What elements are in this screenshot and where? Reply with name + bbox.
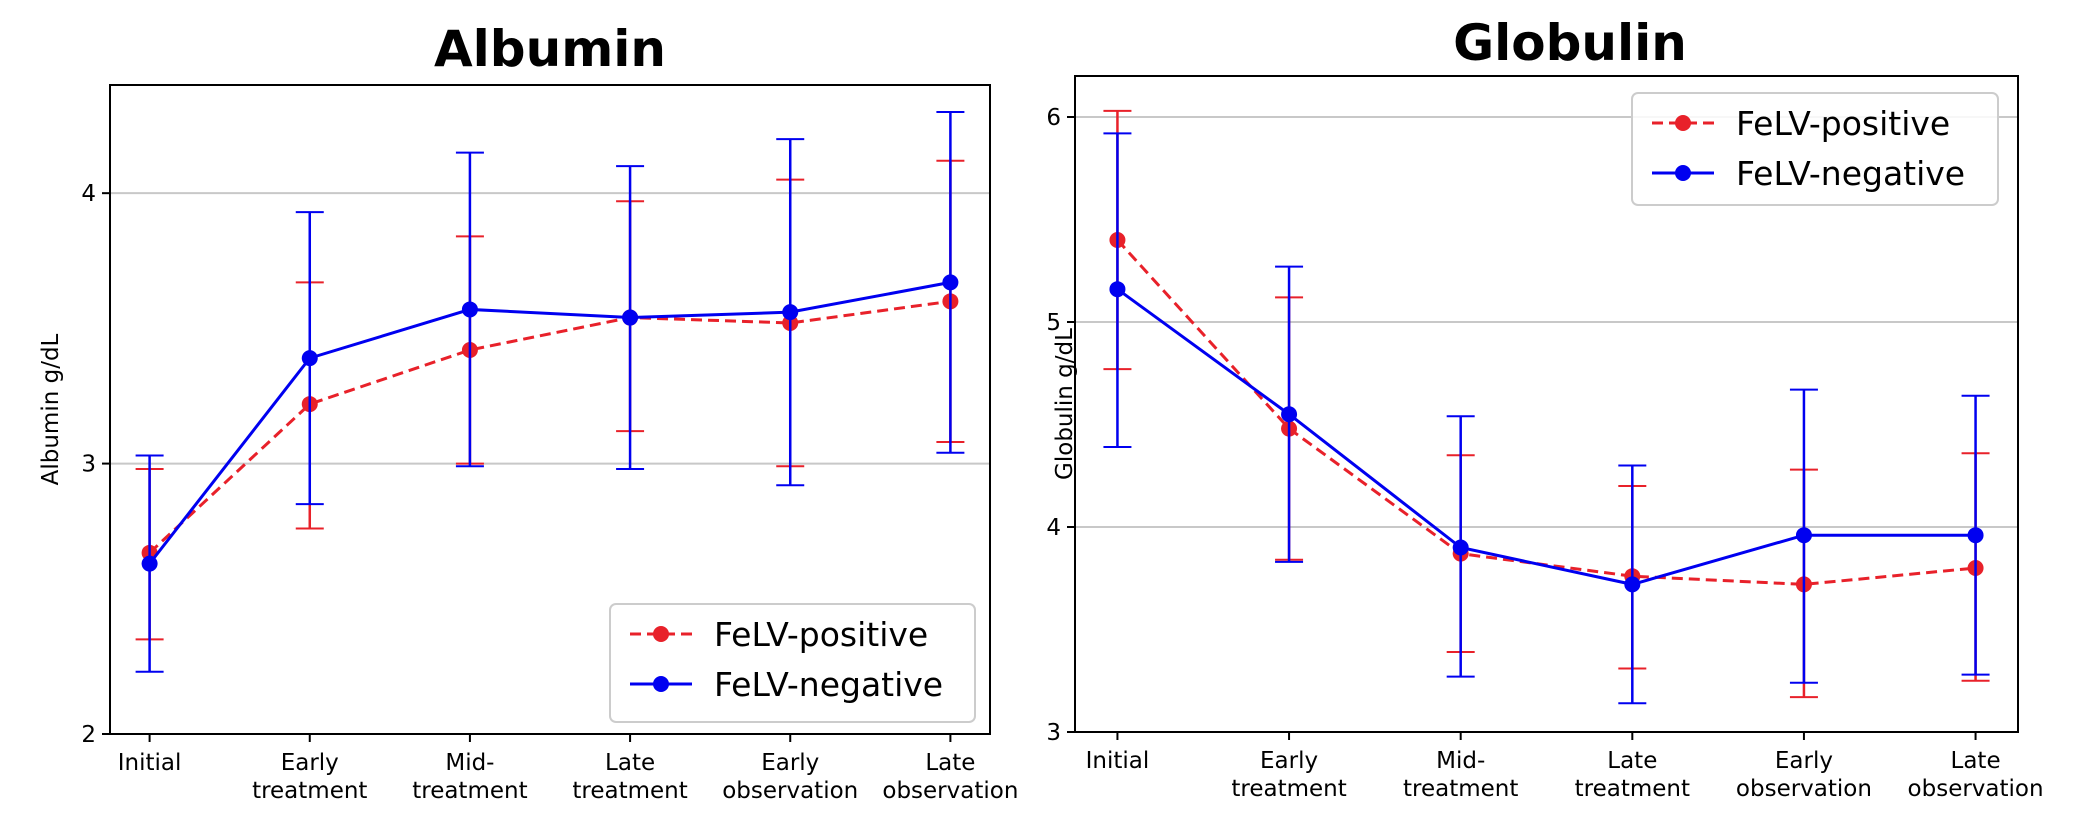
chart-title: Globulin <box>1453 14 1687 72</box>
data-point <box>1967 527 1984 544</box>
x-tick-label: Mid-treatment <box>412 750 527 804</box>
y-tick-label: 4 <box>1046 515 1061 541</box>
data-point <box>1624 576 1641 593</box>
y-tick-label: 3 <box>1046 720 1061 746</box>
data-point <box>461 301 478 318</box>
plot-frame <box>109 84 991 735</box>
legend-marker <box>1675 165 1691 181</box>
data-point <box>301 350 318 367</box>
data-point <box>1281 406 1298 423</box>
data-point <box>782 304 799 321</box>
y-tick-label: 4 <box>81 181 96 207</box>
x-tick-label: Late observation <box>882 750 1018 804</box>
series-felv-positive <box>135 159 965 641</box>
legend-label: FeLV-positive <box>1736 104 1950 143</box>
data-point <box>1795 527 1812 544</box>
data-point <box>942 274 959 291</box>
chart-globulin: Globulin Globulin g/dL 3 4 5 6 Initial Early tre… <box>1046 14 2043 802</box>
y-tick-label: 3 <box>81 452 96 478</box>
series-line <box>1116 287 1976 586</box>
y-tick-label: 6 <box>1046 105 1061 131</box>
legend-label: FeLV-negative <box>714 665 943 704</box>
legend: FeLV-positive FeLV-negative <box>1631 92 1999 206</box>
x-tick-label: Initial <box>118 750 182 776</box>
x-tick-label: Early observation <box>1736 748 1872 802</box>
plot-frame <box>1074 75 2019 733</box>
y-axis-label: Albumin g/dL <box>38 333 64 485</box>
x-tick-label: Initial <box>1086 748 1150 774</box>
x-tick-label: Mid-treatment <box>1403 748 1518 802</box>
data-point <box>1109 281 1126 298</box>
legend-box <box>609 603 976 723</box>
series-line <box>1116 238 1976 586</box>
legend-box <box>1631 92 1999 206</box>
x-tick-label: Early treatment <box>1231 748 1346 802</box>
legend-marker <box>1675 115 1691 131</box>
legend-label: FeLV-positive <box>714 615 928 654</box>
x-tick-label: Late observation <box>1908 748 2044 802</box>
y-tick-label: 5 <box>1046 310 1061 336</box>
y-axis-label: Globulin g/dL <box>1052 328 1078 480</box>
chart-title: Albumin <box>434 20 666 78</box>
y-tick-label: 2 <box>81 722 96 748</box>
legend: FeLV-positive FeLV-negative <box>609 603 976 723</box>
series-felv-negative <box>135 111 965 673</box>
x-tick-label: Early treatment <box>252 750 367 804</box>
legend-marker <box>653 676 669 692</box>
chart-albumin: Albumin Albumin g/dL 2 3 4 Initial Early treatm… <box>38 20 1018 804</box>
legend-marker <box>653 626 669 642</box>
x-tick-label: Late treatment <box>1575 748 1690 802</box>
x-tick-label: Early observation <box>722 750 858 804</box>
data-point <box>622 309 639 326</box>
series-line <box>148 280 951 565</box>
data-point <box>141 555 158 572</box>
series-felv-negative <box>1103 132 1990 705</box>
data-point <box>1452 539 1469 556</box>
legend-label: FeLV-negative <box>1736 154 1965 193</box>
x-tick-label: Late treatment <box>572 750 687 804</box>
series-line <box>148 299 951 554</box>
